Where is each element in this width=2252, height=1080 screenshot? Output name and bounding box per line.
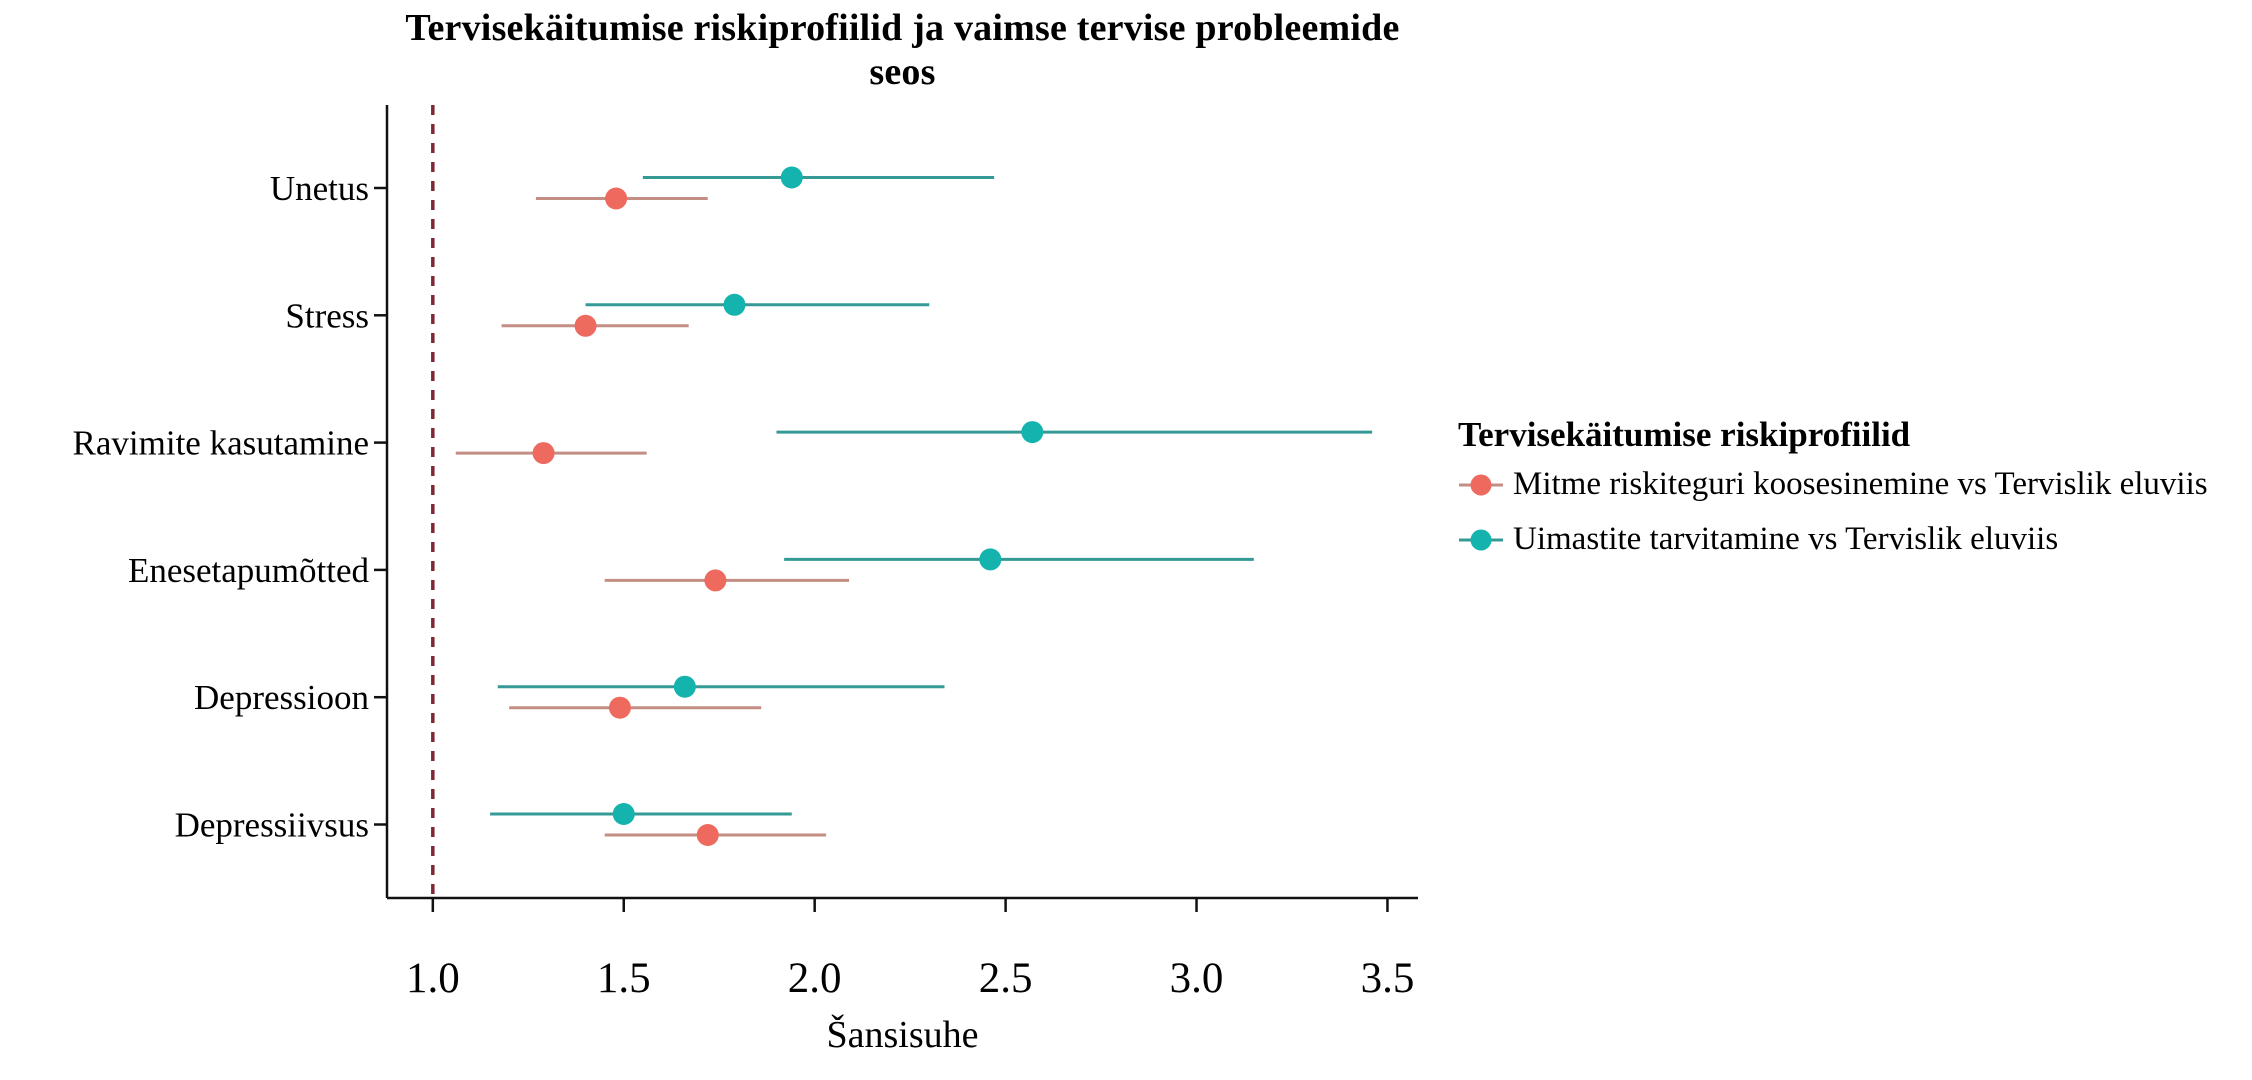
point-series1-Depressiivsus bbox=[612, 803, 635, 825]
legend: Tervisekäitumise riskiprofiilid Mitme ri… bbox=[1458, 413, 2248, 567]
point-series1-Depressioon bbox=[673, 675, 696, 698]
y-category-label: Depressioon bbox=[194, 678, 369, 717]
point-series0-Ravimite kasutamine bbox=[532, 442, 555, 465]
point-series0-Unetus bbox=[605, 187, 628, 210]
legend-key-pointrange-teal-icon bbox=[1459, 529, 1503, 550]
x-tick-label: 3.5 bbox=[1361, 955, 1415, 1002]
legend-label-multiple-risk: Mitme riskiteguri koosesinemine vs Tervi… bbox=[1513, 466, 2208, 502]
chart-title: Tervisekäitumise riskiprofiilid ja vaims… bbox=[405, 7, 1400, 93]
point-series0-Enesetapumõtted bbox=[704, 569, 727, 592]
legend-item-substance-use: Uimastite tarvitamine vs Tervislik eluvi… bbox=[1458, 512, 2248, 567]
y-category-label: Ravimite kasutamine bbox=[73, 424, 369, 463]
y-category-label: Depressiivsus bbox=[175, 806, 369, 845]
legend-title: Tervisekäitumise riskiprofiilid bbox=[1458, 415, 1911, 454]
x-tick-label: 3.0 bbox=[1170, 955, 1224, 1002]
legend-key-pointrange-salmon-icon bbox=[1459, 474, 1503, 495]
y-category-label: Enesetapumõtted bbox=[128, 551, 370, 590]
point-series1-Enesetapumõtted bbox=[979, 548, 1002, 571]
x-tick-label: 2.5 bbox=[979, 955, 1033, 1002]
x-tick-label: 2.0 bbox=[788, 955, 842, 1002]
legend-label-substance-use: Uimastite tarvitamine vs Tervislik eluvi… bbox=[1513, 521, 2059, 557]
point-series1-Stress bbox=[723, 293, 746, 316]
point-series0-Stress bbox=[574, 314, 597, 337]
x-axis-title: Šansisuhe bbox=[827, 1014, 979, 1056]
point-series1-Ravimite kasutamine bbox=[1021, 421, 1044, 444]
point-series0-Depressioon bbox=[608, 696, 631, 719]
y-category-label: Stress bbox=[285, 296, 369, 335]
point-series1-Unetus bbox=[780, 166, 803, 189]
x-tick-label: 1.5 bbox=[597, 955, 651, 1002]
y-category-label: Unetus bbox=[270, 169, 369, 208]
point-series0-Depressiivsus bbox=[696, 824, 719, 846]
legend-item-multiple-risk: Mitme riskiteguri koosesinemine vs Tervi… bbox=[1458, 457, 2248, 512]
x-tick-label: 1.0 bbox=[406, 955, 460, 1002]
